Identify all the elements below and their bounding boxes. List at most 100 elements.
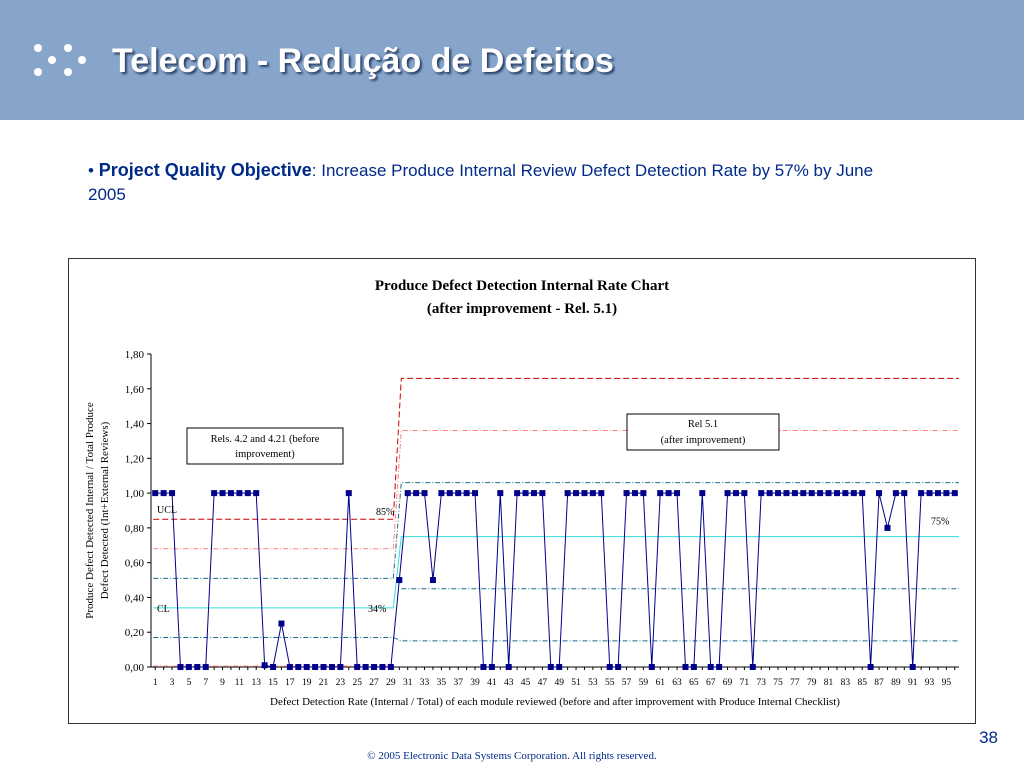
x-tick-label: 19: [302, 678, 312, 688]
copyright-notice: © 2005 Electronic Data Systems Corporati…: [367, 750, 657, 762]
data-point: [674, 490, 681, 497]
data-point: [379, 664, 386, 670]
x-tick-label: 31: [403, 678, 413, 688]
data-point: [438, 490, 445, 497]
data-point: [312, 664, 319, 670]
x-tick-label: 39: [470, 678, 480, 688]
data-point: [867, 664, 874, 670]
data-point: [261, 662, 268, 669]
x-tick-label: 57: [622, 678, 632, 688]
data-point: [833, 490, 840, 497]
x-tick-label: 5: [187, 678, 192, 688]
data-point: [522, 490, 529, 497]
y-tick-label: 0,80: [125, 523, 145, 535]
data-point: [783, 490, 790, 497]
y-axis-label: Produce Defect Detected Internal / Total…: [84, 402, 96, 619]
y-tick-label: 1,40: [125, 419, 145, 431]
data-point: [505, 664, 512, 670]
x-tick-label: 79: [807, 678, 817, 688]
cl-label: CL: [157, 604, 170, 615]
x-tick-label: 43: [504, 678, 514, 688]
x-tick-label: 41: [487, 678, 497, 688]
y-tick-label: 1,00: [125, 488, 145, 500]
data-point: [455, 490, 462, 497]
data-point: [295, 664, 302, 670]
x-tick-label: 33: [420, 678, 430, 688]
data-point: [463, 490, 470, 497]
data-point: [682, 664, 689, 670]
data-point: [446, 490, 453, 497]
data-point: [800, 490, 807, 497]
data-point: [547, 664, 554, 670]
y-axis-label: Defect Detected (Int+External Reviews): [99, 421, 111, 599]
x-tick-label: 77: [790, 678, 800, 688]
data-point: [337, 664, 344, 670]
dots-logo-icon: [34, 44, 86, 76]
data-point: [539, 490, 546, 497]
data-point: [421, 490, 428, 497]
after-annotation-line: Rel 5.1: [688, 419, 718, 430]
data-point: [236, 490, 243, 497]
data-point: [758, 490, 765, 497]
data-point: [480, 664, 487, 670]
x-tick-label: 9: [220, 678, 225, 688]
x-tick-label: 17: [285, 678, 295, 688]
data-point: [194, 664, 201, 670]
data-point: [732, 490, 739, 497]
y-tick-label: 0,40: [125, 592, 145, 604]
data-point: [699, 490, 706, 497]
data-point: [926, 490, 933, 497]
upper-band-line: [153, 482, 959, 579]
data-point: [615, 664, 622, 670]
data-point: [270, 664, 277, 670]
x-tick-label: 11: [235, 678, 244, 688]
x-tick-label: 73: [756, 678, 766, 688]
after-annotation-line: (after improvement): [661, 435, 746, 446]
slide-header: Telecom - Redução de Defeitos: [0, 0, 1024, 120]
data-point: [825, 490, 832, 497]
data-point: [741, 490, 748, 497]
x-tick-label: 37: [453, 678, 463, 688]
data-point: [320, 664, 327, 670]
x-tick-label: 93: [925, 678, 935, 688]
data-point: [219, 490, 226, 497]
data-point: [589, 490, 596, 497]
data-point: [623, 490, 630, 497]
data-point: [286, 664, 293, 670]
x-tick-label: 87: [874, 678, 884, 688]
y-tick-label: 0,60: [125, 558, 145, 570]
data-point: [573, 490, 580, 497]
data-point: [244, 490, 251, 497]
x-tick-label: 91: [908, 678, 918, 688]
data-point: [429, 577, 436, 584]
data-point: [892, 490, 899, 497]
after-cl-percent: 75%: [931, 517, 949, 528]
control-chart: Produce Defect Detection Internal Rate C…: [68, 258, 976, 724]
x-tick-label: 13: [251, 678, 261, 688]
data-point: [177, 664, 184, 670]
data-point: [362, 664, 369, 670]
data-point: [278, 620, 285, 627]
x-tick-label: 51: [571, 678, 581, 688]
x-tick-label: 65: [689, 678, 699, 688]
y-tick-label: 0,00: [125, 662, 145, 674]
x-tick-label: 25: [352, 678, 362, 688]
data-point: [488, 664, 495, 670]
data-point: [371, 664, 378, 670]
after-annotation-box: [626, 413, 780, 451]
data-point: [707, 664, 714, 670]
data-point: [716, 664, 723, 670]
x-tick-label: 1: [153, 678, 158, 688]
data-point: [413, 490, 420, 497]
data-point: [665, 490, 672, 497]
ucl-line: [153, 377, 959, 520]
x-tick-label: 45: [521, 678, 531, 688]
x-tick-label: 95: [942, 678, 952, 688]
data-point: [918, 490, 925, 497]
data-point: [497, 490, 504, 497]
y-tick-label: 1,80: [125, 349, 145, 361]
data-point: [884, 524, 891, 531]
before-annotation-line: improvement): [235, 449, 295, 460]
page-number: 38: [979, 728, 998, 747]
data-point: [598, 490, 605, 497]
